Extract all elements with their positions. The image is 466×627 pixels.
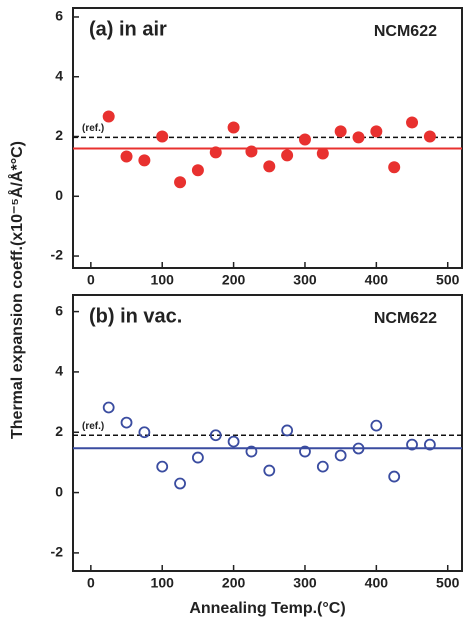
panel-title: (a) in air bbox=[89, 18, 167, 40]
x-tick-label: 400 bbox=[365, 575, 389, 591]
data-point bbox=[138, 154, 151, 167]
data-point bbox=[138, 426, 151, 439]
y-tick-label: 2 bbox=[55, 423, 63, 439]
data-point bbox=[227, 435, 240, 448]
data-point bbox=[352, 442, 365, 455]
data-point bbox=[281, 424, 294, 437]
y-tick-label: 4 bbox=[55, 67, 63, 83]
data-point bbox=[263, 160, 276, 173]
x-tick-label: 0 bbox=[87, 272, 95, 288]
y-tick-label: 6 bbox=[55, 302, 63, 318]
data-point bbox=[102, 401, 115, 414]
x-tick-label: 0 bbox=[87, 575, 95, 591]
y-tick-label: 0 bbox=[55, 483, 63, 499]
x-tick-label: 500 bbox=[436, 575, 460, 591]
data-point bbox=[316, 147, 329, 160]
data-point bbox=[298, 133, 311, 146]
reference-label: (ref.) bbox=[82, 123, 104, 134]
y-tick-label: 0 bbox=[55, 187, 63, 203]
data-point bbox=[192, 451, 204, 464]
data-point bbox=[388, 470, 401, 483]
y-tick-label: 6 bbox=[55, 8, 63, 24]
data-point bbox=[299, 445, 311, 458]
legend-label: NCM622 bbox=[374, 310, 437, 327]
x-tick-label: 300 bbox=[293, 575, 317, 591]
panel-title: (b) in vac. bbox=[89, 305, 182, 327]
reference-label: (ref.) bbox=[82, 421, 104, 432]
data-point bbox=[406, 438, 418, 451]
x-tick-label: 100 bbox=[151, 575, 175, 591]
data-point bbox=[334, 449, 347, 462]
data-point bbox=[406, 116, 419, 129]
data-point bbox=[191, 164, 204, 177]
data-point bbox=[209, 146, 222, 159]
plot-frame bbox=[72, 294, 463, 572]
y-tick-label: -2 bbox=[51, 247, 64, 263]
data-point bbox=[156, 460, 169, 473]
data-point bbox=[334, 125, 347, 138]
data-point bbox=[263, 464, 276, 477]
y-tick-label: 4 bbox=[55, 363, 63, 379]
x-tick-label: 500 bbox=[436, 272, 460, 288]
y-axis-label: Thermal expansion coeff.(x10⁻⁵Å/Å*°C) bbox=[7, 141, 26, 439]
data-point bbox=[227, 121, 240, 134]
data-point bbox=[352, 131, 365, 144]
data-point bbox=[156, 130, 169, 143]
data-point bbox=[388, 161, 401, 174]
data-point bbox=[370, 419, 383, 432]
data-point bbox=[423, 130, 436, 143]
data-point bbox=[209, 429, 222, 442]
x-tick-label: 300 bbox=[293, 272, 317, 288]
data-point bbox=[174, 176, 187, 189]
x-tick-label: 200 bbox=[222, 575, 246, 591]
data-point bbox=[120, 416, 133, 429]
data-point bbox=[316, 460, 329, 473]
data-point bbox=[102, 110, 115, 123]
data-point bbox=[370, 125, 383, 138]
x-tick-label: 100 bbox=[151, 272, 175, 288]
x-axis-label: Annealing Temp.(°C) bbox=[189, 600, 345, 617]
y-tick-label: -2 bbox=[51, 544, 64, 560]
data-point bbox=[174, 477, 186, 490]
data-point bbox=[281, 149, 294, 162]
data-point bbox=[245, 445, 258, 458]
legend-label: NCM622 bbox=[374, 23, 437, 40]
data-point bbox=[245, 145, 258, 158]
x-tick-label: 400 bbox=[365, 272, 389, 288]
x-tick-label: 200 bbox=[222, 272, 246, 288]
data-point bbox=[423, 438, 436, 451]
data-point bbox=[120, 150, 133, 163]
y-tick-label: 2 bbox=[55, 127, 63, 143]
